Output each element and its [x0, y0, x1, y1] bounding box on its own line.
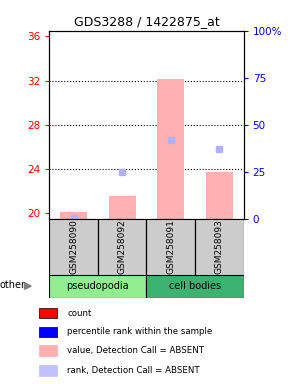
Text: GSM258091: GSM258091	[166, 219, 175, 274]
Bar	[39, 326, 57, 337]
Text: count: count	[67, 309, 92, 318]
Text: pseudopodia: pseudopodia	[67, 281, 129, 291]
Text: GSM258090: GSM258090	[69, 219, 78, 274]
Bar	[49, 219, 98, 275]
Bar	[49, 275, 146, 298]
Text: GSM258092: GSM258092	[118, 219, 127, 274]
Bar	[109, 195, 135, 219]
Bar	[146, 219, 195, 275]
Bar	[98, 219, 146, 275]
Bar	[206, 172, 233, 219]
Bar	[60, 212, 87, 219]
Text: value, Detection Call = ABSENT: value, Detection Call = ABSENT	[67, 346, 204, 355]
Bar	[195, 219, 244, 275]
Text: rank, Detection Call = ABSENT: rank, Detection Call = ABSENT	[67, 366, 200, 375]
Bar	[39, 308, 57, 318]
Title: GDS3288 / 1422875_at: GDS3288 / 1422875_at	[74, 15, 219, 28]
Bar	[39, 345, 57, 356]
Bar	[157, 79, 184, 219]
Bar	[146, 275, 244, 298]
Bar	[39, 365, 57, 376]
Text: cell bodies: cell bodies	[169, 281, 221, 291]
Text: percentile rank within the sample: percentile rank within the sample	[67, 327, 213, 336]
Text: GSM258093: GSM258093	[215, 219, 224, 274]
Text: other: other	[0, 280, 25, 290]
